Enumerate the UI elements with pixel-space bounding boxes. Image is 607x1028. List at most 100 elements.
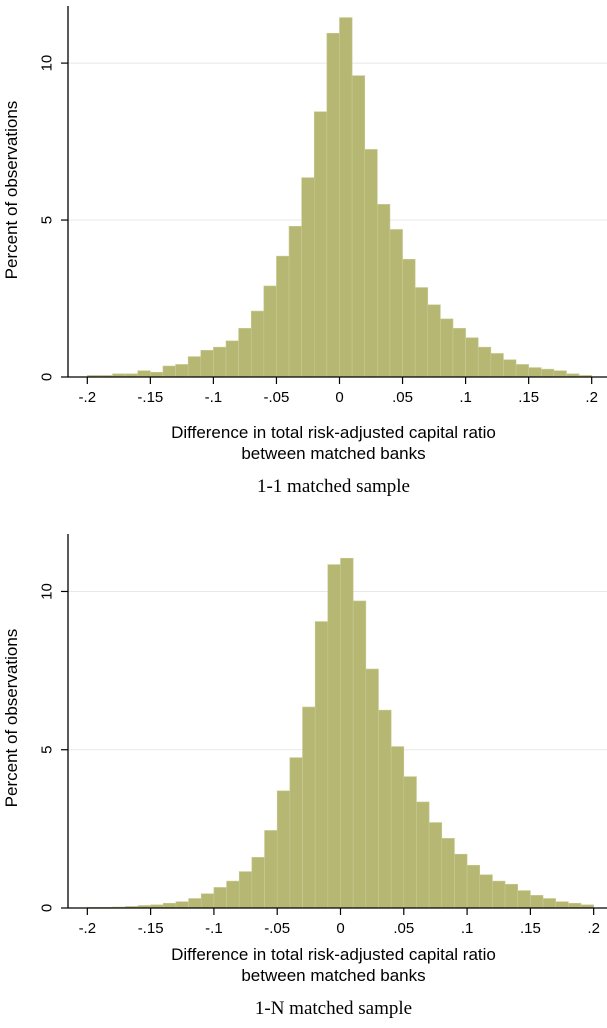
histogram-bar bbox=[377, 204, 391, 378]
x-tick-label: .05 bbox=[392, 389, 413, 406]
histogram-bar bbox=[301, 177, 315, 378]
y-tick-label: 10 bbox=[39, 55, 56, 72]
histogram-bar bbox=[504, 883, 519, 909]
histogram-bar bbox=[414, 287, 429, 378]
histogram-bar bbox=[490, 353, 504, 378]
y-tick-label: 0 bbox=[39, 904, 56, 912]
x-tick-label: 0 bbox=[336, 920, 344, 937]
histogram-bar bbox=[289, 757, 303, 909]
histogram-bar bbox=[555, 901, 569, 909]
histogram-bar bbox=[479, 874, 493, 909]
histogram-bar bbox=[427, 304, 441, 378]
histogram-bar bbox=[188, 898, 202, 909]
histogram-bar bbox=[187, 356, 202, 378]
histogram-bar bbox=[465, 337, 479, 378]
histogram-bar bbox=[200, 893, 215, 909]
histogram-bar bbox=[264, 830, 278, 909]
y-axis-title: Percent of observations bbox=[2, 100, 21, 280]
histogram-bar bbox=[352, 600, 367, 909]
x-tick-label: -.05 bbox=[264, 920, 290, 937]
histogram-bar bbox=[517, 890, 531, 909]
histogram-bar bbox=[553, 370, 567, 378]
histogram-bar bbox=[378, 709, 392, 909]
histogram-bar bbox=[162, 365, 176, 378]
histogram-bar bbox=[351, 75, 366, 378]
histogram-bar bbox=[162, 902, 177, 909]
histogram-1-1: 0 5 10 -.2 -.15 -.1 -.05 0 .05 .1 .15 .2 Percent of… bbox=[0, 0, 607, 500]
histogram-bar bbox=[263, 285, 277, 378]
y-tick-label: 0 bbox=[39, 373, 56, 381]
histogram-bar bbox=[441, 838, 455, 909]
histogram-bar bbox=[530, 895, 544, 909]
x-tick-label: 0 bbox=[335, 389, 343, 406]
x-tick-label: -.2 bbox=[79, 389, 97, 406]
histogram-bar bbox=[528, 367, 542, 378]
y-tick-label: 10 bbox=[39, 583, 56, 600]
histogram-bar bbox=[238, 328, 252, 378]
histogram-bar bbox=[175, 901, 189, 909]
x-tick-label: -.1 bbox=[205, 920, 223, 937]
x-tick-label: -.15 bbox=[138, 920, 164, 937]
histogram-bar bbox=[200, 350, 214, 378]
histogram-bar bbox=[428, 822, 443, 909]
x-tick-label: .05 bbox=[393, 920, 414, 937]
y-axis-title: Percent of observations bbox=[2, 628, 21, 808]
histogram-bar bbox=[213, 887, 227, 909]
histogram-bar bbox=[150, 371, 164, 378]
histogram-bar bbox=[440, 318, 454, 378]
histogram-bar bbox=[302, 706, 316, 909]
histogram-bar bbox=[251, 857, 265, 909]
histogram-bar bbox=[288, 226, 302, 378]
histogram-bar bbox=[389, 229, 403, 378]
histogram-bar bbox=[226, 880, 240, 909]
histogram-bar bbox=[492, 880, 506, 909]
histogram-bar bbox=[340, 557, 354, 909]
x-axis-title-line-2: between matched banks bbox=[241, 966, 426, 985]
histogram-bar bbox=[466, 864, 481, 909]
x-tick-label: .2 bbox=[587, 920, 600, 937]
x-axis-title: Difference in total risk-adjusted capita… bbox=[60, 422, 607, 464]
x-tick-label: .1 bbox=[461, 920, 474, 937]
histogram-bar bbox=[365, 668, 379, 909]
histogram-bar bbox=[454, 853, 468, 909]
histogram-bar bbox=[339, 17, 353, 378]
histogram-plot: 0 5 10 -.2 -.15 -.1 -.05 0 .05 .1 .15 .2 bbox=[39, 6, 607, 406]
figure-caption: 1-N matched sample bbox=[254, 998, 413, 1019]
histogram-bar bbox=[276, 790, 291, 909]
x-tick-label: -.05 bbox=[264, 389, 290, 406]
x-tick-label: -.1 bbox=[205, 389, 223, 406]
histogram-bar bbox=[515, 364, 529, 378]
histogram-bar bbox=[313, 111, 328, 378]
x-axis-title-line-2: between matched banks bbox=[241, 444, 426, 463]
histogram-bar bbox=[390, 746, 405, 909]
histogram-bar bbox=[503, 359, 517, 378]
histogram-bar bbox=[568, 902, 582, 909]
histogram-bar bbox=[416, 801, 430, 909]
x-tick-label: .15 bbox=[518, 389, 539, 406]
histogram-bar bbox=[137, 370, 151, 378]
x-tick-label: -.15 bbox=[137, 389, 163, 406]
histogram-plot: 0 5 10 -.2 -.15 -.1 -.05 0 .05 .1 .15 .2 bbox=[39, 534, 607, 937]
histogram-bar bbox=[403, 776, 417, 909]
histogram-bar bbox=[477, 346, 492, 378]
y-tick-label: 5 bbox=[39, 746, 56, 754]
histogram-bar bbox=[213, 346, 227, 378]
histogram-bar bbox=[327, 564, 341, 909]
histogram-bar bbox=[314, 621, 329, 909]
x-axis-title: Difference in total risk-adjusted capita… bbox=[60, 944, 607, 986]
x-tick-label: .15 bbox=[520, 920, 541, 937]
histogram-bar bbox=[364, 149, 378, 378]
histogram-bar bbox=[276, 255, 290, 378]
histogram-bar bbox=[402, 258, 416, 378]
figure-caption: 1-1 matched sample bbox=[256, 476, 410, 497]
x-axis-title-line-1: Difference in total risk-adjusted capita… bbox=[171, 423, 496, 442]
x-tick-label: .1 bbox=[459, 389, 472, 406]
histogram-bar bbox=[238, 871, 253, 909]
x-tick-label: -.2 bbox=[79, 920, 97, 937]
x-axis-title-line-1: Difference in total risk-adjusted capita… bbox=[171, 945, 496, 964]
histogram-bar bbox=[225, 340, 239, 378]
histogram-bar bbox=[175, 364, 189, 378]
x-tick-label: .2 bbox=[585, 389, 598, 406]
histogram-1-n: 0 5 10 -.2 -.15 -.1 -.05 0 .05 .1 .15 .2 Percent of… bbox=[0, 528, 607, 1028]
histogram-bar bbox=[540, 368, 555, 378]
